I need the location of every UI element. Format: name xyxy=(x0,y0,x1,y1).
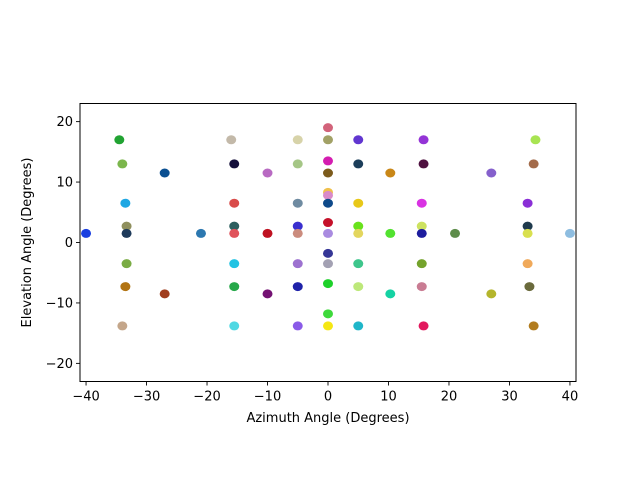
data-point xyxy=(323,123,333,133)
data-point xyxy=(262,168,273,178)
x-axis-label: Azimuth Angle (Degrees) xyxy=(246,411,409,426)
data-point xyxy=(226,135,237,145)
data-point xyxy=(120,282,131,292)
data-point xyxy=(117,321,128,331)
x-tick-label: −30 xyxy=(133,390,160,405)
data-point xyxy=(120,198,131,208)
data-point xyxy=(522,198,533,208)
data-point xyxy=(292,221,303,231)
data-point xyxy=(292,159,303,169)
data-point xyxy=(564,228,575,238)
data-point xyxy=(323,248,333,258)
data-point xyxy=(522,221,533,231)
data-point xyxy=(385,228,396,238)
data-point xyxy=(292,321,303,331)
x-axis: −40 −30 −20 −10 0 10 20 30 40 xyxy=(72,381,579,405)
data-point xyxy=(353,259,364,269)
y-axis-label: Elevation Angle (Degrees) xyxy=(20,158,35,328)
data-point xyxy=(524,282,535,292)
data-point xyxy=(323,190,333,200)
data-point xyxy=(323,228,333,238)
data-point xyxy=(229,159,240,169)
x-tick-label: 0 xyxy=(324,390,332,405)
data-point xyxy=(418,159,429,169)
y-tick-label: −10 xyxy=(46,296,73,311)
y-tick-label: 10 xyxy=(56,176,73,191)
data-point xyxy=(323,279,333,289)
x-tick-label: −10 xyxy=(254,390,281,405)
data-point xyxy=(323,168,333,178)
data-point xyxy=(117,159,128,169)
data-point xyxy=(195,228,206,238)
data-point xyxy=(385,289,396,299)
data-point xyxy=(353,221,364,231)
data-point xyxy=(229,221,240,231)
data-point xyxy=(530,135,541,145)
data-point xyxy=(486,168,497,178)
data-point xyxy=(450,228,461,238)
data-point xyxy=(486,289,497,299)
x-tick-label: 10 xyxy=(380,390,397,405)
data-point xyxy=(416,282,427,292)
data-point xyxy=(229,228,240,238)
data-point xyxy=(292,198,303,208)
data-point xyxy=(353,135,364,145)
data-point xyxy=(416,198,427,208)
x-tick-label: −20 xyxy=(193,390,220,405)
data-point xyxy=(416,221,427,231)
data-point xyxy=(121,259,132,269)
data-point xyxy=(353,198,364,208)
data-point xyxy=(323,218,333,228)
y-axis: −20 −10 0 10 20 xyxy=(46,115,80,372)
data-point xyxy=(353,228,364,238)
data-point xyxy=(385,168,396,178)
x-tick-label: 20 xyxy=(441,390,458,405)
data-point xyxy=(353,159,364,169)
data-point xyxy=(121,228,132,238)
x-tick-label: −40 xyxy=(72,390,99,405)
data-point xyxy=(292,282,303,292)
x-tick-label: 30 xyxy=(501,390,518,405)
y-tick-label: 0 xyxy=(65,236,73,251)
data-point xyxy=(418,135,429,145)
data-point xyxy=(323,309,333,319)
data-point xyxy=(418,321,429,331)
data-point xyxy=(528,159,539,169)
data-point xyxy=(416,259,427,269)
scatter-points xyxy=(81,123,575,331)
data-point xyxy=(323,156,333,166)
data-point xyxy=(416,228,427,238)
data-point xyxy=(262,228,273,238)
data-point xyxy=(522,228,533,238)
x-tick-label: 40 xyxy=(562,390,579,405)
data-point xyxy=(353,321,364,331)
data-point xyxy=(229,198,240,208)
data-point xyxy=(114,135,125,145)
data-point xyxy=(159,289,170,299)
y-tick-label: −20 xyxy=(46,357,73,372)
y-tick-label: 20 xyxy=(56,115,73,130)
data-point xyxy=(229,259,240,269)
data-point xyxy=(528,321,539,331)
data-point xyxy=(323,135,333,145)
data-point xyxy=(323,198,333,208)
data-point xyxy=(323,321,333,331)
data-point xyxy=(262,289,273,299)
data-point xyxy=(522,259,533,269)
data-point xyxy=(292,259,303,269)
data-point xyxy=(292,135,303,145)
data-point xyxy=(81,228,92,238)
data-point xyxy=(159,168,170,178)
data-point xyxy=(229,321,240,331)
plot-frame xyxy=(79,103,577,382)
data-point xyxy=(353,282,364,292)
data-point xyxy=(292,228,303,238)
data-point xyxy=(229,282,240,292)
data-point xyxy=(323,259,333,269)
data-point xyxy=(121,221,132,231)
